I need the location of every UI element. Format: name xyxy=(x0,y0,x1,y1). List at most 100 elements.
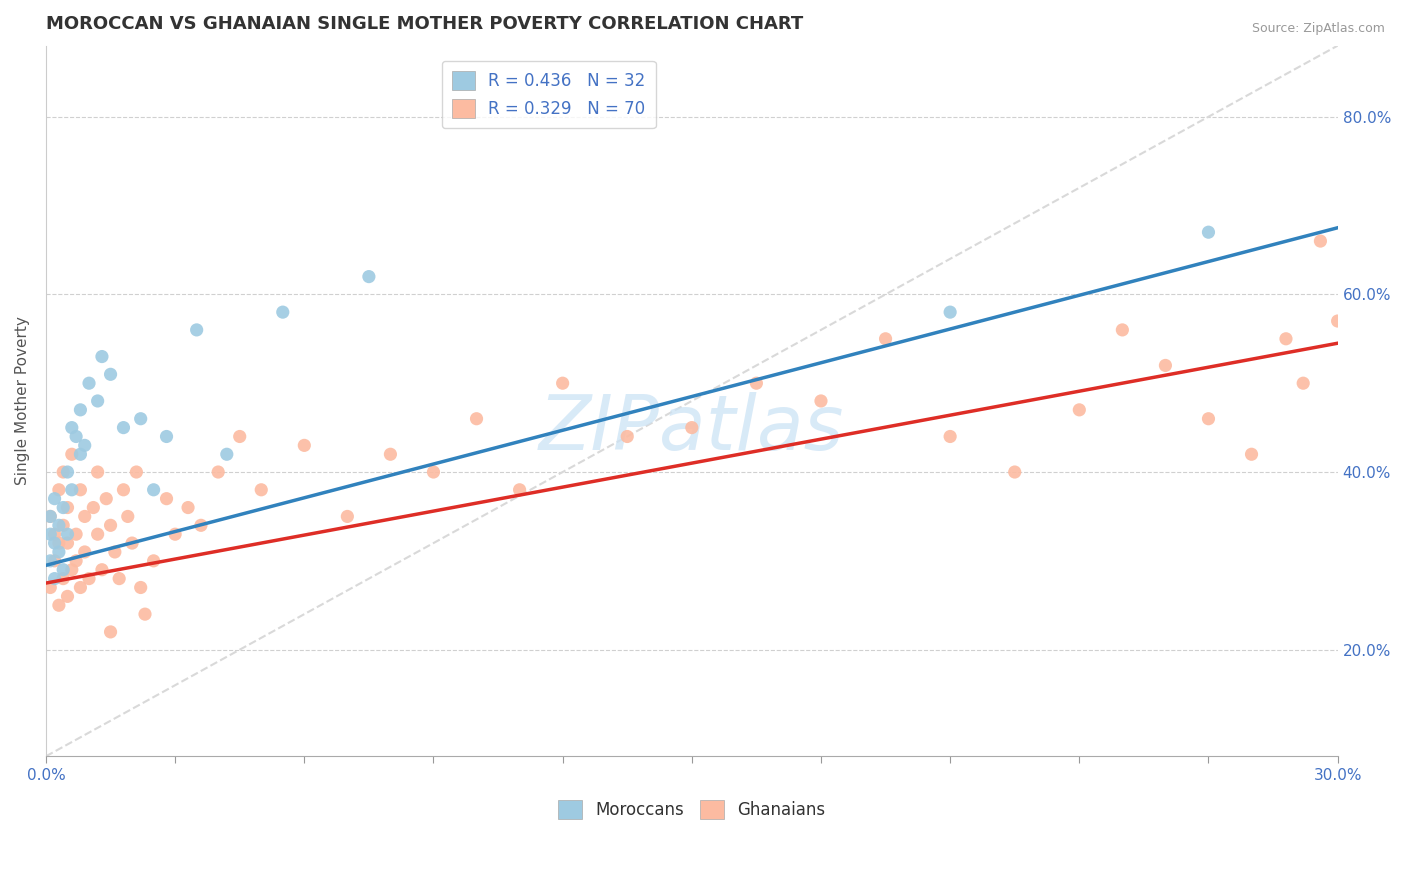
Point xyxy=(1240,447,1263,461)
Text: Source: ZipAtlas.com: Source: ZipAtlas.com xyxy=(1251,22,1385,36)
Point xyxy=(100,368,122,382)
Point xyxy=(292,438,315,452)
Point xyxy=(44,491,66,506)
Point xyxy=(48,599,70,613)
Point xyxy=(125,465,148,479)
Point xyxy=(939,305,962,319)
Point xyxy=(745,376,768,391)
Point xyxy=(48,483,70,497)
Point xyxy=(91,563,114,577)
Point xyxy=(52,572,75,586)
Point xyxy=(616,429,638,443)
Point xyxy=(1004,465,1026,479)
Point xyxy=(56,527,79,541)
Point xyxy=(1275,332,1298,346)
Point xyxy=(69,483,91,497)
Point xyxy=(73,545,96,559)
Point xyxy=(117,509,139,524)
Point xyxy=(190,518,212,533)
Point xyxy=(56,500,79,515)
Point xyxy=(155,491,177,506)
Point xyxy=(91,350,114,364)
Point xyxy=(44,572,66,586)
Point xyxy=(39,554,62,568)
Point xyxy=(96,491,118,506)
Point xyxy=(60,483,83,497)
Point xyxy=(271,305,294,319)
Point xyxy=(422,465,444,479)
Point xyxy=(177,500,200,515)
Point xyxy=(1309,234,1331,248)
Point xyxy=(82,500,104,515)
Point xyxy=(39,509,62,524)
Point xyxy=(52,465,75,479)
Point xyxy=(77,376,100,391)
Point xyxy=(69,581,91,595)
Point xyxy=(73,438,96,452)
Point xyxy=(69,447,91,461)
Point xyxy=(1198,411,1220,425)
Point xyxy=(44,554,66,568)
Point xyxy=(39,509,62,524)
Text: ZIPatlas: ZIPatlas xyxy=(538,392,845,467)
Point xyxy=(1198,225,1220,239)
Point xyxy=(104,545,127,559)
Point xyxy=(357,269,380,284)
Point xyxy=(52,518,75,533)
Point xyxy=(875,332,897,346)
Point xyxy=(121,536,143,550)
Point xyxy=(108,572,131,586)
Point xyxy=(86,394,108,409)
Point xyxy=(142,483,165,497)
Point xyxy=(52,500,75,515)
Point xyxy=(112,420,135,434)
Point xyxy=(39,581,62,595)
Point xyxy=(48,536,70,550)
Point xyxy=(100,624,122,639)
Y-axis label: Single Mother Poverty: Single Mother Poverty xyxy=(15,317,30,485)
Point xyxy=(681,420,703,434)
Point xyxy=(60,447,83,461)
Point xyxy=(129,581,152,595)
Point xyxy=(48,545,70,559)
Point xyxy=(48,518,70,533)
Point xyxy=(56,536,79,550)
Point xyxy=(939,429,962,443)
Point xyxy=(250,483,273,497)
Point xyxy=(155,429,177,443)
Point xyxy=(509,483,531,497)
Point xyxy=(56,465,79,479)
Point xyxy=(228,429,250,443)
Point xyxy=(39,527,62,541)
Point xyxy=(215,447,238,461)
Point xyxy=(186,323,208,337)
Point xyxy=(44,536,66,550)
Point xyxy=(1348,181,1371,195)
Point xyxy=(86,465,108,479)
Point xyxy=(336,509,359,524)
Point xyxy=(77,572,100,586)
Point xyxy=(60,563,83,577)
Point xyxy=(1069,402,1091,417)
Point xyxy=(1154,359,1177,373)
Point xyxy=(56,590,79,604)
Point xyxy=(100,518,122,533)
Legend: Moroccans, Ghanaians: Moroccans, Ghanaians xyxy=(551,794,832,826)
Point xyxy=(44,527,66,541)
Point xyxy=(52,563,75,577)
Point xyxy=(207,465,229,479)
Point xyxy=(810,394,832,409)
Text: MOROCCAN VS GHANAIAN SINGLE MOTHER POVERTY CORRELATION CHART: MOROCCAN VS GHANAIAN SINGLE MOTHER POVER… xyxy=(46,15,803,33)
Point xyxy=(73,509,96,524)
Point xyxy=(165,527,187,541)
Point xyxy=(65,429,87,443)
Point xyxy=(551,376,574,391)
Point xyxy=(142,554,165,568)
Point xyxy=(112,483,135,497)
Point xyxy=(134,607,156,622)
Point xyxy=(65,527,87,541)
Point xyxy=(1348,359,1371,373)
Point xyxy=(1111,323,1133,337)
Point xyxy=(129,411,152,425)
Point xyxy=(465,411,488,425)
